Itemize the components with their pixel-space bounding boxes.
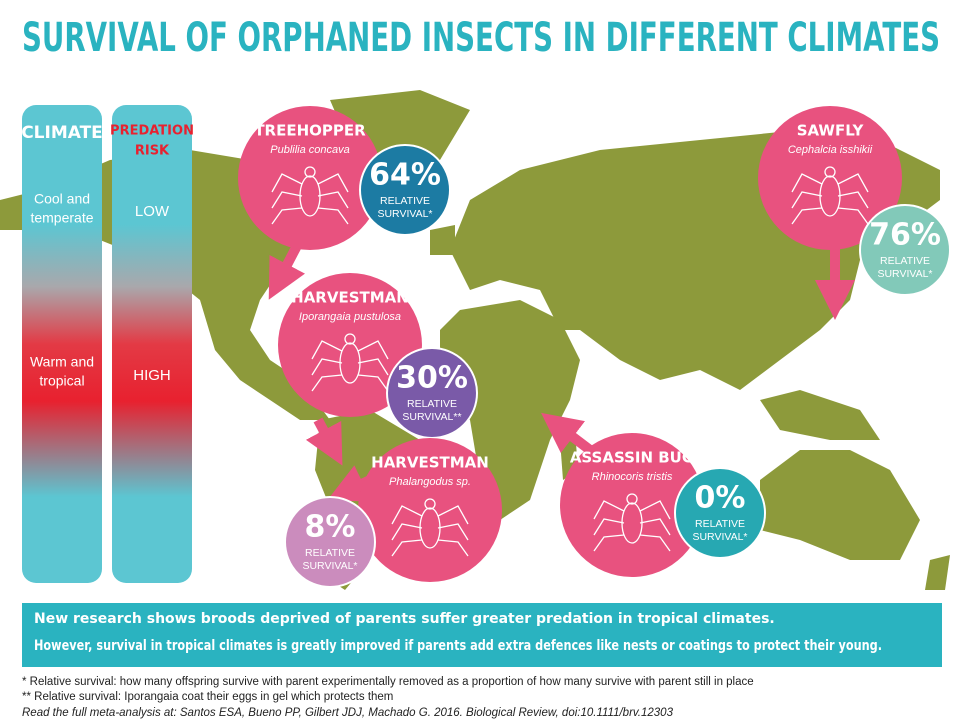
survival-value: 64% (369, 158, 441, 193)
survival-label: SURVIVAL* (302, 560, 357, 572)
survival-circle (859, 204, 951, 296)
sketch-leg (639, 518, 671, 536)
insect-sketch (593, 493, 671, 552)
insect-circle (238, 106, 382, 250)
survival-label: SURVIVAL* (877, 268, 932, 280)
sketch-leg (437, 505, 469, 525)
footnote: * Relative survival: how many offspring … (22, 676, 754, 688)
insect-name: ASSASSIN BUG (570, 449, 694, 467)
sketch-head (424, 498, 436, 510)
sketch-leg (791, 173, 823, 193)
sketch-leg (593, 518, 625, 536)
sketch-leg (391, 505, 423, 525)
insect-species: Iporangaia pustulosa (299, 311, 401, 323)
sketch-leg (391, 539, 423, 557)
insect-species: Cephalcia isshikii (788, 144, 873, 156)
predation-bar (112, 105, 192, 583)
insect-sketch (311, 333, 389, 392)
predation-label: LOW (135, 203, 170, 220)
insect-sketch (271, 166, 349, 225)
sketch-head (344, 333, 356, 345)
sketch-leg (357, 374, 389, 392)
sketch-leg (311, 374, 343, 392)
insect-circle (758, 106, 902, 250)
sketch-leg (437, 539, 469, 557)
survival-label: RELATIVE (407, 398, 457, 410)
insect-sketch (391, 498, 469, 557)
survival-label: RELATIVE (380, 195, 430, 207)
survival-circle (674, 467, 766, 559)
survival-label: RELATIVE (695, 518, 745, 530)
sketch-leg (791, 191, 823, 209)
survival-label: RELATIVE (880, 255, 930, 267)
sketch-leg (271, 173, 303, 193)
sketch-leg (639, 534, 671, 552)
banner-text: New research shows broods deprived of pa… (34, 611, 775, 627)
insect-circle (358, 438, 502, 582)
banner-text: However, survival in tropical climates i… (34, 638, 882, 654)
footnote: Read the full meta-analysis at: Santos E… (22, 707, 674, 719)
climate-bar (22, 105, 102, 583)
predation-header: PREDATION (110, 124, 194, 139)
insect-species: Phalangodus sp. (389, 476, 471, 488)
sketch-leg (317, 191, 349, 209)
sketch-leg (837, 207, 869, 225)
insect-name: HARVESTMAN (291, 289, 409, 307)
sketch-head (626, 493, 638, 505)
sketch-leg (357, 358, 389, 376)
survival-value: 30% (396, 361, 468, 396)
footnote: ** Relative survival: Iporangaia coat th… (22, 691, 393, 703)
survival-circle (386, 347, 478, 439)
climate-label: temperate (30, 210, 93, 226)
insect-circle (278, 273, 422, 417)
sketch-leg (639, 500, 671, 520)
sketch-leg (791, 207, 823, 225)
climate-label: Warm and (30, 354, 94, 370)
survival-value: 0% (695, 481, 746, 516)
sketch-head (304, 166, 316, 178)
sketch-leg (837, 191, 869, 209)
climate-label: tropical (39, 373, 84, 389)
title: SURVIVAL OF ORPHANED INSECTS IN DIFFEREN… (22, 15, 940, 61)
sketch-leg (837, 173, 869, 193)
predation-label: HIGH (133, 367, 171, 384)
survival-label: SURVIVAL** (402, 411, 461, 423)
climate-header: CLIMATE (21, 123, 103, 143)
sketch-leg (311, 340, 343, 360)
banner (22, 603, 942, 667)
sketch-leg (271, 207, 303, 225)
insect-sketch (791, 166, 869, 225)
sketch-leg (593, 534, 625, 552)
predation-header: RISK (135, 144, 170, 159)
insect-name: HARVESTMAN (371, 454, 489, 472)
survival-value: 76% (869, 218, 941, 253)
insect-circle (560, 433, 704, 577)
survival-label: SURVIVAL* (692, 531, 747, 543)
sketch-head (824, 166, 836, 178)
survival-label: RELATIVE (305, 547, 355, 559)
sketch-leg (311, 358, 343, 376)
sketch-leg (317, 207, 349, 225)
sketch-leg (357, 340, 389, 360)
insect-species: Publilia concava (270, 144, 350, 156)
insect-species: Rhinocoris tristis (592, 471, 673, 483)
climate-label: Cool and (34, 191, 90, 207)
survival-circle (284, 496, 376, 588)
survival-circle (359, 144, 451, 236)
survival-label: SURVIVAL* (377, 208, 432, 220)
sketch-leg (271, 191, 303, 209)
survival-value: 8% (305, 510, 356, 545)
sketch-leg (391, 523, 423, 541)
sketch-leg (317, 173, 349, 193)
sketch-leg (593, 500, 625, 520)
insect-name: TREEHOPPER (254, 122, 366, 140)
insect-name: SAWFLY (797, 122, 865, 140)
sketch-leg (437, 523, 469, 541)
